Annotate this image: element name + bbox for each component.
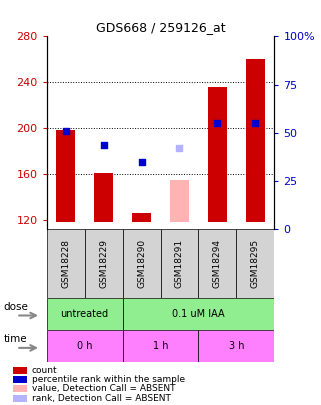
Text: GSM18294: GSM18294: [213, 239, 222, 288]
Bar: [13, 376, 27, 383]
Point: [63, 128, 68, 135]
Bar: [123, 229, 160, 298]
Text: value, Detection Call = ABSENT: value, Detection Call = ABSENT: [32, 384, 175, 393]
Text: 1 h: 1 h: [153, 341, 168, 351]
Bar: [123, 330, 198, 362]
Bar: [13, 386, 27, 392]
Text: dose: dose: [4, 302, 29, 312]
Title: GDS668 / 259126_at: GDS668 / 259126_at: [96, 21, 225, 34]
Bar: [56, 130, 75, 222]
Bar: [13, 367, 27, 373]
Text: time: time: [4, 334, 27, 344]
Point: [177, 144, 182, 151]
Point: [101, 142, 106, 149]
Text: rank, Detection Call = ABSENT: rank, Detection Call = ABSENT: [32, 394, 171, 403]
Bar: [47, 229, 84, 298]
Text: 0.1 uM IAA: 0.1 uM IAA: [172, 309, 225, 319]
Bar: [84, 229, 123, 298]
Bar: [237, 229, 274, 298]
Text: untreated: untreated: [60, 309, 108, 319]
Point: [139, 159, 144, 166]
Bar: [246, 60, 265, 222]
Text: GSM18229: GSM18229: [99, 239, 108, 288]
Bar: [123, 298, 274, 330]
Bar: [160, 229, 198, 298]
Point: [253, 120, 258, 127]
Bar: [47, 298, 123, 330]
Bar: [208, 87, 227, 222]
Bar: [198, 330, 274, 362]
Bar: [94, 173, 113, 222]
Text: 0 h: 0 h: [77, 341, 92, 351]
Text: count: count: [32, 366, 57, 375]
Text: GSM18290: GSM18290: [137, 239, 146, 288]
Text: GSM18295: GSM18295: [251, 239, 260, 288]
Text: 3 h: 3 h: [229, 341, 244, 351]
Bar: [198, 229, 237, 298]
Text: percentile rank within the sample: percentile rank within the sample: [32, 375, 185, 384]
Bar: [47, 330, 123, 362]
Text: GSM18291: GSM18291: [175, 239, 184, 288]
Bar: [13, 395, 27, 402]
Point: [215, 120, 220, 127]
Text: GSM18228: GSM18228: [61, 239, 70, 288]
Bar: [170, 179, 189, 222]
Bar: [132, 213, 151, 222]
